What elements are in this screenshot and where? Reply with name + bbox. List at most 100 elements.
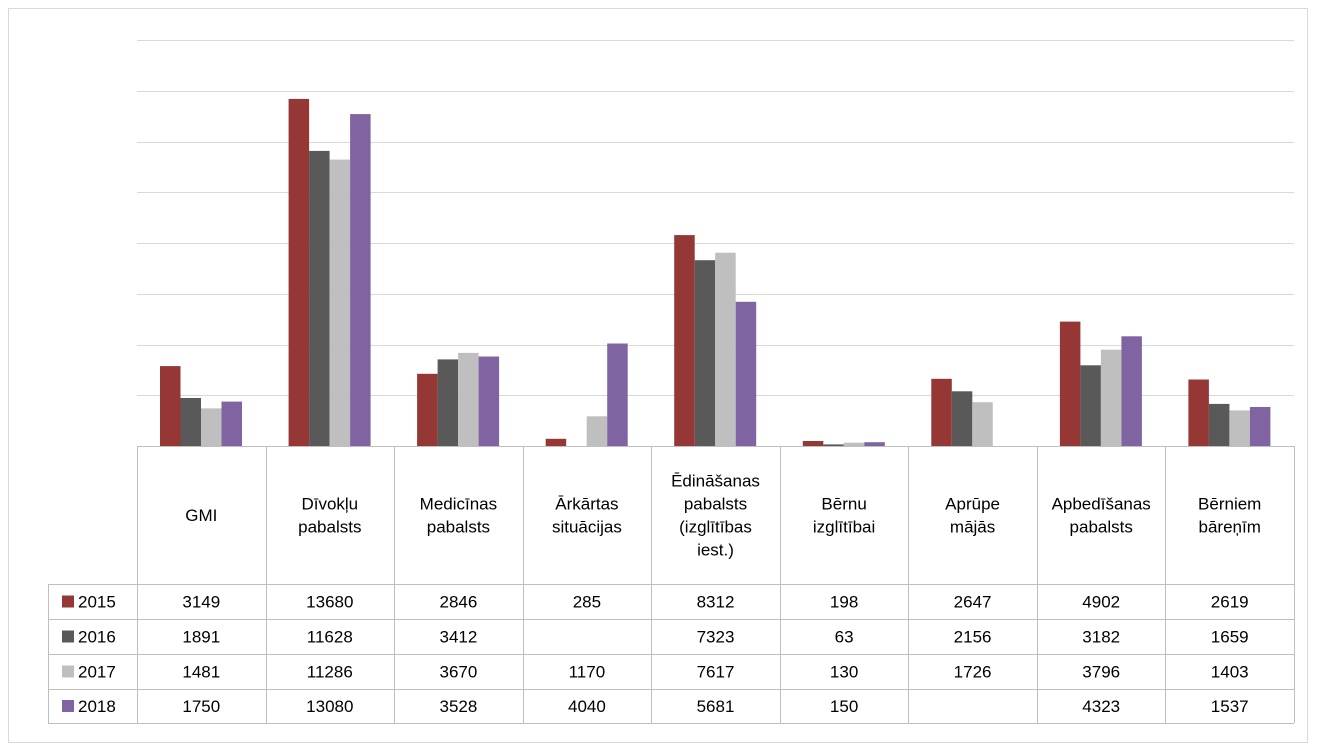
category-label: Bērnu izglītībai (813, 495, 875, 537)
bar-2017-0 (201, 408, 222, 446)
table-value: 2619 (1211, 593, 1249, 612)
category-label-line: Bērniem (1198, 495, 1261, 514)
bar-2015-4 (674, 235, 695, 446)
bar-2018-7 (1121, 336, 1142, 446)
category-label-line: iest.) (697, 541, 734, 560)
bar-2016-2 (437, 359, 459, 446)
table-value: 7323 (697, 628, 735, 647)
bar-2016-8 (1208, 403, 1230, 446)
category-label-line: Bērnu (821, 495, 866, 514)
table-value: 11286 (307, 663, 353, 682)
bar-2018-5 (864, 442, 885, 446)
category-label: Ēdināšanas pabalsts (izglītības iest.) (671, 472, 760, 560)
legend-key-2016 (62, 630, 74, 643)
table-value: 63 (835, 628, 854, 647)
bar-2015-8 (1188, 379, 1209, 446)
table-value: 13680 (306, 593, 353, 612)
category-label-line: bāreņīm (1199, 518, 1261, 537)
bar-2017-7 (1100, 349, 1122, 446)
legend-key-2017 (62, 665, 74, 678)
bar-2017-6 (972, 402, 993, 446)
bar-2015-6 (931, 378, 952, 446)
bar-2016-6 (951, 391, 973, 446)
bar-2015-7 (1059, 321, 1081, 446)
category-label: GMI (185, 506, 217, 525)
bar-2017-5 (843, 442, 865, 446)
chart-frame (8, 8, 1308, 743)
category-label-line: Dīvokļu (301, 495, 358, 514)
bar-2018-0 (221, 401, 242, 446)
table-value: 1481 (182, 663, 220, 682)
table-value: 1891 (182, 628, 220, 647)
table-value: 1726 (954, 663, 992, 682)
table-value: 198 (830, 593, 858, 612)
bar-2017-2 (458, 352, 479, 446)
category-label-line: pabalsts (1070, 518, 1133, 537)
table-value: 3670 (439, 663, 477, 682)
bar-2015-1 (288, 98, 310, 447)
category-label: Medicīnas pabalsts (420, 495, 497, 537)
table-value: 285 (573, 593, 601, 612)
bar-2018-1 (350, 114, 371, 446)
table-value: 2647 (954, 593, 992, 612)
category-label: Bērniem bāreņīm (1198, 495, 1261, 537)
bar-2016-4 (694, 260, 716, 446)
bar-2017-4 (715, 252, 736, 446)
table-value: 3149 (182, 593, 220, 612)
table-value: 1750 (182, 697, 220, 716)
table-value: 7617 (697, 663, 735, 682)
table-value: 4902 (1082, 593, 1120, 612)
table-value: 1537 (1211, 697, 1249, 716)
legend-key-2018 (62, 700, 74, 712)
bar-2015-5 (802, 441, 824, 446)
table-value: 3796 (1082, 663, 1120, 682)
category-label-line: pabalsts (298, 518, 361, 537)
category-label-line: Medicīnas (420, 495, 497, 514)
table-value: 130 (830, 663, 858, 682)
bar-2015-2 (417, 373, 438, 446)
bar-2015-3 (545, 438, 567, 446)
category-label: Dīvokļu pabalsts (298, 495, 361, 537)
table-value: 3182 (1082, 628, 1120, 647)
legend-label-2018: 2018 (78, 697, 116, 716)
bar-2015-0 (160, 366, 181, 446)
table-value: 13080 (306, 697, 353, 716)
bar-2017-1 (329, 159, 351, 446)
category-label-line: izglītībai (813, 518, 875, 537)
table-value: 3528 (439, 697, 477, 716)
table-value: 150 (830, 697, 858, 716)
bar-2018-2 (478, 356, 500, 446)
bar-2017-3 (586, 416, 608, 446)
category-label: Ārkārtas situācijas (552, 495, 622, 537)
bar-2018-8 (1249, 407, 1271, 446)
table-value: 11628 (307, 628, 353, 647)
category-label-line: (izglītības (679, 518, 752, 537)
bar-2017-8 (1229, 410, 1250, 446)
bar-2016-0 (180, 398, 201, 446)
category-label-line: pabalsts (427, 518, 490, 537)
bar-2016-1 (309, 150, 330, 446)
category-label-line: GMI (185, 506, 217, 525)
category-label-line: Ēdināšanas (671, 472, 760, 491)
table-value: 8312 (697, 593, 735, 612)
bar-2016-7 (1080, 365, 1101, 446)
table-value: 1659 (1211, 628, 1249, 647)
legend-label-2015: 2015 (78, 593, 116, 612)
table-value: 1403 (1211, 663, 1249, 682)
table-value: 2156 (954, 628, 992, 647)
category-label-line: Ārkārtas (555, 495, 618, 514)
category-label-line: pabalsts (684, 495, 747, 514)
category-label-line: mājās (950, 518, 995, 537)
bar-2018-4 (735, 301, 757, 446)
bar-2016-5 (823, 444, 844, 446)
table-value: 5681 (697, 697, 735, 716)
table-value: 1170 (569, 663, 606, 682)
legend-label-2017: 2017 (78, 663, 116, 682)
table-value: 2846 (439, 593, 477, 612)
bar-2018-3 (607, 343, 628, 446)
table-value: 4040 (568, 697, 606, 716)
legend-key-2015 (62, 595, 74, 608)
table-value: 3412 (439, 628, 477, 647)
category-label: Apbedīšanas pabalsts (1052, 495, 1151, 537)
